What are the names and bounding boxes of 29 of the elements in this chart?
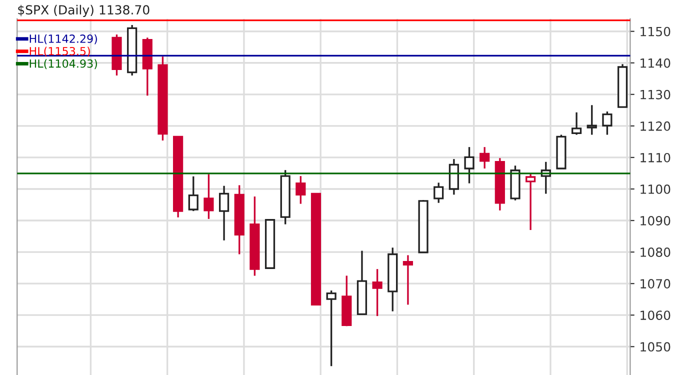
candlestick — [480, 146, 490, 170]
y-tick-label: 1080 — [640, 248, 670, 257]
chart-title: $SPX (Daily) 1138.70 — [18, 4, 150, 17]
y-tick-label: 1090 — [640, 216, 670, 226]
y-tick-label: 1140 — [640, 58, 670, 68]
legend-label: HL(1142.29) — [30, 34, 97, 44]
y-tick-label: 1050 — [640, 342, 670, 352]
y-tick-label: 1120 — [640, 121, 670, 131]
candlestick — [434, 182, 444, 204]
legend-label: HL(1153.5) — [30, 46, 90, 57]
legend-label: HL(1104.93) — [30, 59, 97, 70]
candlestick — [464, 146, 474, 184]
candlestick — [188, 176, 198, 212]
y-tick-label: 1150 — [640, 26, 670, 36]
candlestick — [372, 268, 382, 317]
y-tick-label: 1070 — [640, 279, 670, 288]
y-tick-label: 1110 — [640, 152, 670, 162]
y-tick-label: 1130 — [640, 90, 670, 100]
candlestick — [402, 254, 414, 306]
candlestick — [572, 112, 582, 136]
y-tick-label: 1060 — [640, 310, 670, 320]
candlestick — [296, 175, 306, 205]
candlestick — [586, 104, 597, 136]
candlestick — [326, 290, 336, 368]
candlestick — [218, 185, 230, 242]
candlestick — [204, 173, 214, 220]
candlestick — [526, 173, 536, 231]
y-tick-label: 1100 — [640, 184, 670, 194]
candlestick — [602, 110, 612, 136]
